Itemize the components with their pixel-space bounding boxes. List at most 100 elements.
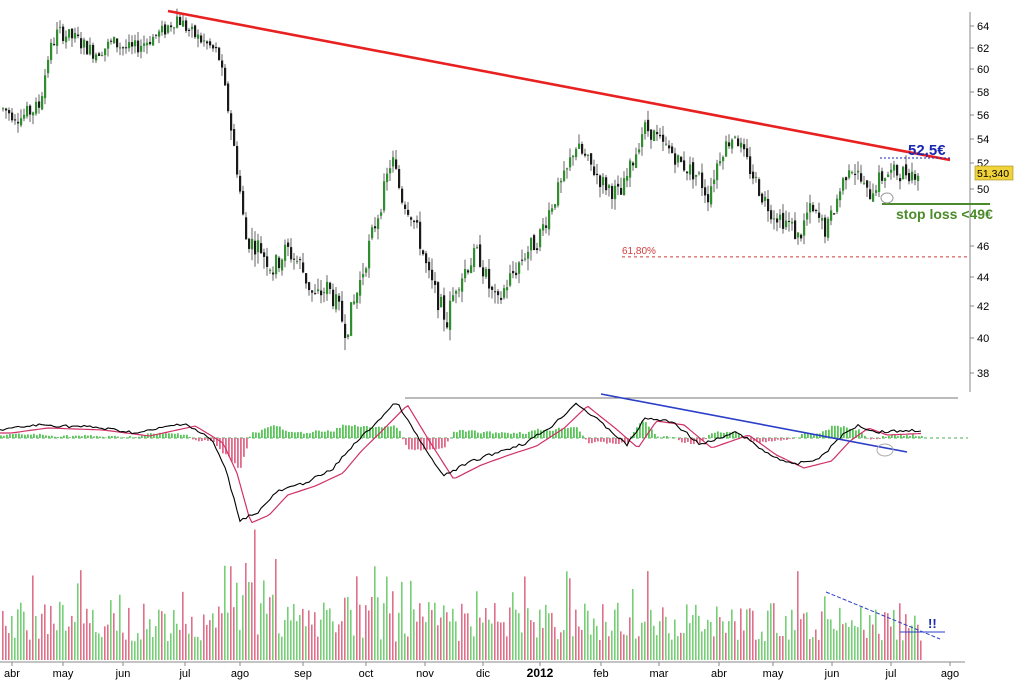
volume-bar: [470, 626, 472, 660]
candlestick-series: [2, 8, 920, 351]
candle-body: [455, 291, 458, 294]
candle-body: [542, 224, 545, 231]
candle-body: [122, 47, 125, 49]
volume-bar: [452, 608, 454, 660]
macd-hist-bar: [378, 426, 380, 438]
macd-hist-bar: [360, 427, 362, 438]
volume-bar: [428, 602, 430, 660]
volume-bar: [131, 640, 133, 660]
macd-hist-bar: [63, 435, 65, 438]
volume-bar: [509, 607, 511, 660]
volume-bar: [599, 639, 601, 660]
candle-body: [38, 101, 41, 108]
candle-body: [17, 121, 20, 124]
macd-hist-bar: [792, 438, 794, 439]
macd-hist-bar: [456, 432, 458, 438]
volume-bar: [185, 623, 187, 660]
candle-body: [716, 163, 719, 181]
macd-hist-bar: [0, 435, 2, 438]
macd-hist-bar: [777, 438, 779, 440]
volume-bar: [839, 607, 841, 660]
macd-hist-bar: [858, 429, 860, 438]
macd-hist-bar: [762, 438, 764, 442]
candle-body: [299, 259, 302, 261]
volume-bar: [374, 566, 376, 660]
macd-hist-bar: [435, 438, 437, 450]
macd-hist-bar: [729, 432, 731, 438]
volume-bar: [464, 613, 466, 660]
volume-bar: [26, 630, 28, 660]
volume-bar: [146, 629, 148, 660]
volume-trendline: [825, 591, 941, 640]
candle-body: [221, 60, 224, 68]
volume-bar: [479, 617, 481, 660]
volume-bar: [518, 613, 520, 660]
stop-loss-label: stop loss <49€: [896, 206, 993, 222]
volume-bar: [353, 635, 355, 660]
candle-body: [374, 226, 377, 229]
macd-hist-bar: [429, 438, 431, 450]
volume-bar: [869, 615, 871, 660]
candle-body: [5, 108, 8, 111]
volume-bar: [584, 603, 586, 660]
macd-hist-bar: [507, 432, 509, 438]
macd-hist-bar: [864, 435, 866, 438]
candle-body: [407, 209, 410, 215]
price-tick-label: 60: [977, 64, 989, 76]
macd-hist-bar: [75, 435, 77, 438]
macd-hist-bar: [720, 432, 722, 438]
volume-bar: [773, 603, 775, 660]
candle-body: [47, 59, 50, 74]
macd-hist-bar: [531, 430, 533, 438]
macd-hist-bar: [603, 438, 605, 442]
macd-hist-bar: [666, 435, 668, 438]
volume-bar: [65, 630, 67, 660]
candle-body: [200, 35, 203, 43]
macd-hist-bar: [426, 438, 428, 450]
candle-body: [740, 142, 743, 148]
macd-hist-bar: [597, 438, 599, 442]
volume-bar: [116, 630, 118, 660]
volume-bar: [866, 637, 868, 660]
volume-bar: [527, 608, 529, 660]
candle-body: [191, 26, 194, 30]
macd-hist-bar: [102, 436, 104, 438]
macd-hist-bar: [780, 438, 782, 441]
candle-body: [422, 250, 425, 255]
candle-body: [410, 217, 413, 220]
volume-bar: [659, 621, 661, 660]
candle-body: [239, 175, 242, 192]
volume-bar: [365, 605, 367, 660]
macd-hist-bar: [162, 433, 164, 438]
macd-hist-bar: [642, 421, 644, 438]
target-label: 52,5€: [908, 142, 946, 159]
candle-body: [809, 203, 812, 213]
candle-body: [404, 204, 407, 209]
volume-bar: [548, 613, 550, 660]
candle-body: [206, 41, 209, 44]
candle-body: [827, 218, 830, 238]
candle-body: [152, 36, 155, 46]
volume-bar: [176, 623, 178, 660]
candle-body: [851, 172, 854, 174]
macd-hist-bar: [882, 435, 884, 438]
volume-bar: [242, 595, 244, 660]
candle-body: [149, 41, 152, 45]
volume-bar: [8, 633, 10, 660]
volume-bar: [23, 611, 25, 660]
candle-body: [479, 244, 482, 267]
candle-body: [668, 145, 671, 149]
macd-hist-bar: [264, 428, 266, 438]
time-tick-label: abr: [4, 668, 20, 680]
volume-bar: [416, 621, 418, 660]
macd-hist-bar: [909, 435, 911, 438]
candle-body: [380, 212, 383, 216]
candle-body: [329, 282, 332, 289]
macd-hist-bar: [900, 434, 902, 438]
candle-body: [602, 177, 605, 186]
candle-body: [41, 96, 44, 110]
volume-bar: [455, 621, 457, 660]
macd-hist-bar: [402, 438, 404, 440]
volume-bar: [182, 591, 184, 660]
volume-bar: [563, 630, 565, 660]
